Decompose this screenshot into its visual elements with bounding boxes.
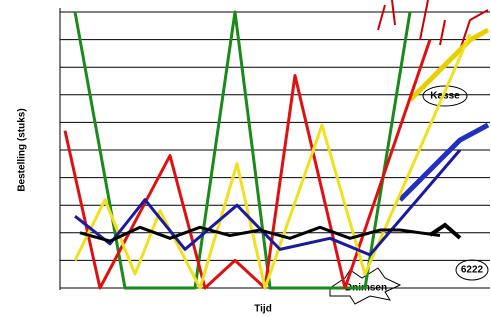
x-axis-label: Tijd <box>254 304 272 315</box>
y-axis-label: Bestelling (stuks) <box>17 108 28 191</box>
annotation: 6222 <box>461 265 484 276</box>
chart: Bestelling (stuks) Tijd Kasse Dnimsen 62… <box>0 0 491 317</box>
series-line <box>75 150 460 255</box>
series-line <box>75 34 470 288</box>
